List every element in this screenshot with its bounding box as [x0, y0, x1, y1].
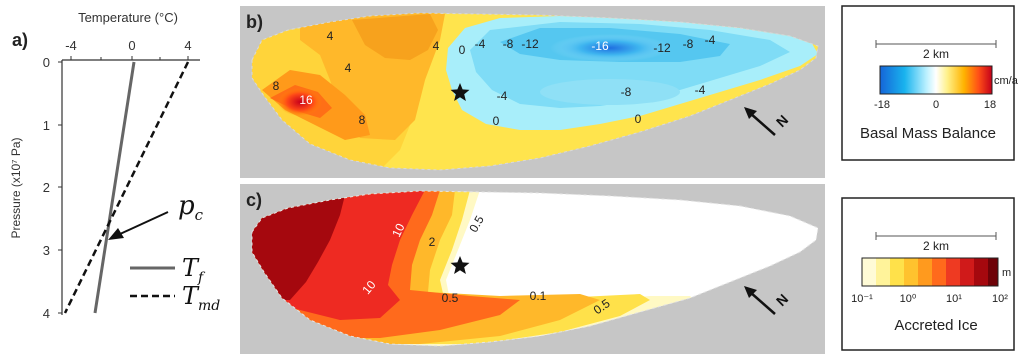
legend-basal-mass-balance: 2 km cm/a -18 0 18 Basal Mass Balance	[841, 5, 1018, 161]
panel-a-y-tick: 1	[43, 118, 50, 133]
contour-label: 4	[345, 61, 352, 75]
contour-label: -8	[503, 37, 514, 51]
panel-a-x-tick: -4	[65, 38, 77, 53]
panel-a: a) Temperature (°C) -4 0 4 0 1 2 3 4 Pre…	[9, 10, 220, 321]
contour-label: -16	[591, 39, 609, 53]
contour-label: 0.1	[530, 289, 547, 303]
contour-label: 0	[635, 112, 642, 126]
contour-label: 10	[389, 221, 407, 239]
contour-label: 4	[433, 39, 440, 53]
colorbar-unit: cm/a	[994, 75, 1018, 87]
legend-title: Accreted Ice	[894, 317, 977, 334]
legend-accreted-ice: 2 km m 10⁻¹ 10⁰ 10¹ 10² Accreted Ice	[841, 197, 1015, 351]
contour-label: -4	[497, 89, 508, 103]
panel-a-y-tick: 3	[43, 243, 50, 258]
legend-tf-label: Tf	[182, 254, 206, 286]
colorbar-unit: m	[1002, 267, 1011, 279]
legend-tmd-label: Tmd	[182, 282, 220, 314]
panel-c: c) 10 2 0.5 10 0.5 0.1 0.5 N	[240, 184, 825, 354]
panel-b: b) 4 4 4 8 16 8 0 -4 -8 -12 -16 -12 -8 -…	[240, 6, 825, 178]
contour-label: -4	[705, 33, 716, 47]
colorbar-tick: 0	[933, 99, 939, 111]
contour-label: 16	[299, 93, 313, 107]
panel-a-y-title: Pressure (x10⁷ Pa)	[9, 137, 23, 238]
panel-a-y-tick: 0	[43, 55, 50, 70]
star-icon	[450, 256, 470, 274]
contour-label: -12	[521, 37, 539, 51]
contour-label: 8	[359, 113, 366, 127]
panel-a-label: a)	[12, 30, 28, 50]
contour-label: -4	[475, 37, 486, 51]
panel-a-y-tick: 2	[43, 180, 50, 195]
scale-bar-label: 2 km	[923, 47, 949, 61]
panel-c-label: c)	[246, 190, 262, 210]
colorbar-tick: 10⁰	[900, 293, 917, 305]
contour-label: -8	[683, 37, 694, 51]
star-icon	[450, 83, 470, 101]
legend-title: Basal Mass Balance	[860, 125, 996, 142]
panel-a-x-tick: 0	[128, 38, 135, 53]
contour-label: 2	[429, 235, 436, 249]
contour-label: 0.5	[442, 291, 459, 305]
contour-label: 0	[493, 114, 500, 128]
panel-a-x-tick: 4	[184, 38, 191, 53]
colorbar-accreted	[861, 257, 999, 287]
panel-a-y-tick: 4	[43, 306, 50, 321]
colorbar-basal	[879, 65, 993, 95]
pc-label: pc	[178, 191, 204, 224]
colorbar-tick: 10⁻¹	[851, 293, 873, 305]
contour-label: -8	[621, 85, 632, 99]
contour-label: -4	[695, 83, 706, 97]
panel-a-x-title: Temperature (°C)	[78, 10, 178, 25]
contour-label: 8	[273, 79, 280, 93]
colorbar-tick: 10²	[992, 293, 1008, 305]
scale-bar-label: 2 km	[923, 239, 949, 253]
contour-label: 4	[327, 29, 334, 43]
colorbar-tick: 10¹	[946, 293, 962, 305]
contour-label: -12	[653, 41, 671, 55]
contour-label: 0	[459, 43, 466, 57]
colorbar-tick: 18	[984, 99, 996, 111]
colorbar-tick: -18	[874, 99, 890, 111]
tmd-line	[63, 61, 190, 314]
panel-b-label: b)	[246, 12, 263, 32]
pc-arrow	[119, 211, 169, 235]
tf-line	[93, 61, 136, 314]
